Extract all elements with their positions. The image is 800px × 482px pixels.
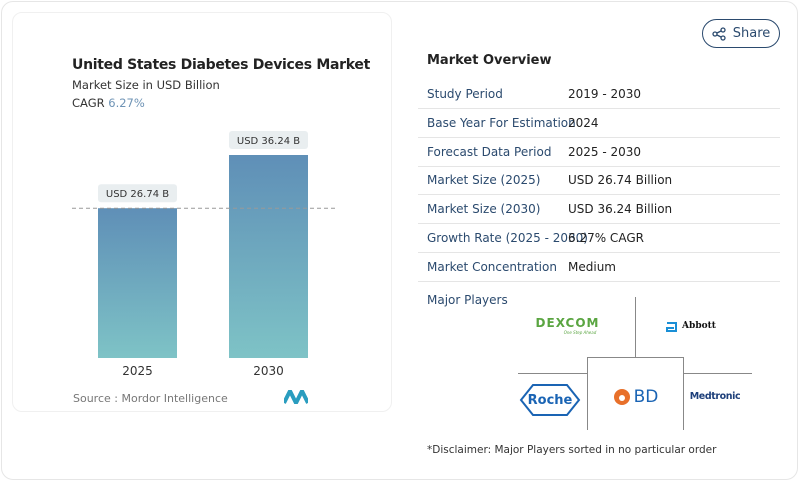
overview-title: Market Overview bbox=[427, 53, 552, 68]
chart-subtitle: Market Size in USD Billion bbox=[72, 78, 220, 92]
mordor-logo-icon bbox=[284, 390, 308, 404]
bd-name: BD bbox=[633, 387, 659, 407]
divider bbox=[518, 373, 587, 374]
major-players-label: Major Players bbox=[427, 293, 508, 307]
abbott-name: Abbott bbox=[682, 321, 716, 331]
chart-card bbox=[12, 12, 392, 412]
overview-row: Study Period 2019 - 2030 bbox=[418, 80, 780, 109]
cagr-text: CAGR bbox=[72, 96, 105, 110]
row-label: Forecast Data Period bbox=[427, 144, 552, 159]
source-text: Source : Mordor Intelligence bbox=[73, 392, 228, 405]
overview-row: Market Size (2025) USD 26.74 Billion bbox=[418, 166, 780, 196]
roche-logo: Roche bbox=[519, 383, 581, 417]
abbott-logo: Abbott bbox=[660, 318, 722, 334]
roche-name: Roche bbox=[527, 392, 573, 408]
row-label: Market Size (2025) bbox=[427, 173, 541, 188]
row-value: 2019 - 2030 bbox=[568, 87, 642, 101]
chart-title: United States Diabetes Devices Market bbox=[72, 57, 370, 73]
bd-sun-icon bbox=[613, 389, 630, 405]
divider bbox=[587, 357, 588, 430]
share-label: Share bbox=[732, 26, 771, 41]
row-value: 2025 - 2030 bbox=[568, 144, 642, 159]
row-value: Medium bbox=[568, 259, 616, 274]
overview-row: Market Concentration Medium bbox=[418, 253, 780, 282]
bar-chart: USD 26.74 B 2025 USD 36.24 B 2030 bbox=[72, 131, 338, 378]
abbott-icon bbox=[666, 321, 678, 332]
row-value: 2024 bbox=[568, 115, 599, 130]
overview-row: Base Year For Estimation 2024 bbox=[418, 109, 780, 138]
bar-2030 bbox=[229, 155, 308, 358]
bar-2025 bbox=[98, 208, 177, 358]
row-value: 6.27% CAGR bbox=[568, 231, 644, 245]
row-label: Base Year For Estimation bbox=[427, 115, 576, 130]
data-label: USD 36.24 B bbox=[237, 136, 300, 147]
row-label: Market Size (2030) bbox=[427, 202, 541, 217]
row-value: USD 36.24 Billion bbox=[568, 202, 673, 217]
disclaimer: *Disclaimer: Major Players sorted in no … bbox=[427, 444, 717, 456]
divider bbox=[587, 357, 684, 358]
medtronic-logo: Medtronic bbox=[688, 388, 742, 404]
row-value: USD 26.74 Billion bbox=[568, 173, 673, 188]
x-tick-label: 2030 bbox=[253, 364, 284, 378]
divider bbox=[635, 297, 636, 357]
x-tick-label: 2025 bbox=[122, 364, 153, 378]
overview-row: Forecast Data Period 2025 - 2030 bbox=[418, 138, 780, 167]
cagr-label: CAGR 6.27% bbox=[72, 96, 145, 110]
data-label-bg bbox=[98, 184, 177, 203]
overview-row: Growth Rate (2025 - 2030) 6.27% CAGR bbox=[418, 224, 780, 253]
row-label: Study Period bbox=[427, 87, 503, 101]
data-label: USD 26.74 B bbox=[106, 189, 169, 200]
cagr-value: 6.27% bbox=[108, 96, 145, 110]
row-label: Market Concentration bbox=[427, 259, 557, 274]
divider bbox=[683, 357, 684, 430]
divider bbox=[684, 373, 752, 374]
dexcom-tagline: One Step Ahead bbox=[563, 329, 597, 335]
share-icon bbox=[712, 26, 726, 41]
dexcom-logo: DEXCOM One Step Ahead bbox=[530, 314, 605, 336]
overview-row: Market Size (2030) USD 36.24 Billion bbox=[418, 195, 780, 225]
data-label-bg bbox=[229, 131, 308, 149]
share-button[interactable]: Share bbox=[702, 19, 780, 48]
dexcom-name: DEXCOM bbox=[535, 315, 600, 330]
roche-hexagon-icon bbox=[519, 384, 581, 416]
bd-logo: BD bbox=[608, 386, 664, 408]
medtronic-name: Medtronic bbox=[689, 390, 741, 402]
row-label: Growth Rate (2025 - 2030) bbox=[427, 231, 588, 245]
